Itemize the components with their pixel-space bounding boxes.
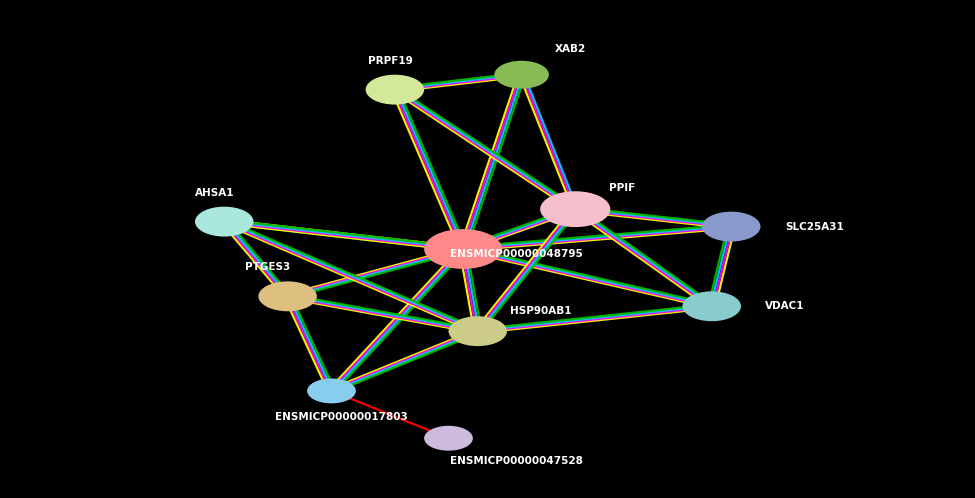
Text: VDAC1: VDAC1 <box>765 301 804 311</box>
Circle shape <box>540 191 610 227</box>
Circle shape <box>494 61 549 89</box>
Circle shape <box>424 229 502 269</box>
Text: ENSMICP00000048795: ENSMICP00000048795 <box>450 249 583 259</box>
Circle shape <box>424 426 473 451</box>
Text: AHSA1: AHSA1 <box>195 188 234 198</box>
Text: PRPF19: PRPF19 <box>368 56 412 66</box>
Text: SLC25A31: SLC25A31 <box>785 222 843 232</box>
Text: HSP90AB1: HSP90AB1 <box>510 306 572 316</box>
Circle shape <box>307 378 356 403</box>
Circle shape <box>682 291 741 321</box>
Text: XAB2: XAB2 <box>555 44 586 54</box>
Circle shape <box>448 316 507 346</box>
Circle shape <box>258 281 317 311</box>
Circle shape <box>366 75 424 105</box>
Text: PPIF: PPIF <box>609 183 635 193</box>
Text: PTGES3: PTGES3 <box>246 262 291 272</box>
Text: ENSMICP00000017803: ENSMICP00000017803 <box>275 412 408 422</box>
Text: ENSMICP00000047528: ENSMICP00000047528 <box>450 456 583 466</box>
Circle shape <box>702 212 760 242</box>
Circle shape <box>195 207 254 237</box>
